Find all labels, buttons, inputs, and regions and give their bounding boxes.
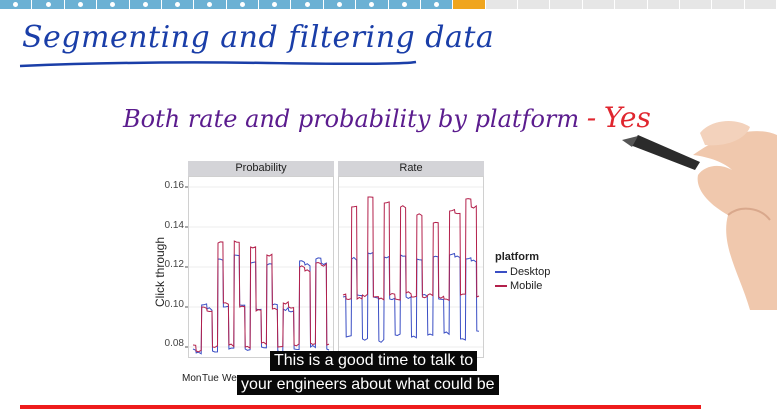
progress-segment[interactable] xyxy=(453,0,485,9)
legend-title: platform xyxy=(495,251,550,263)
progress-segment[interactable] xyxy=(712,0,744,9)
lesson-title: Segmenting and filtering data xyxy=(22,20,494,55)
subtitle-dash: - xyxy=(587,101,596,134)
progress-segment[interactable] xyxy=(0,0,32,9)
progress-segment[interactable] xyxy=(680,0,712,9)
progress-segment[interactable] xyxy=(324,0,356,9)
completed-dot-icon xyxy=(305,2,310,7)
legend-label-mobile: Mobile xyxy=(510,280,542,292)
completed-dot-icon xyxy=(434,2,439,7)
legend-key-mobile xyxy=(495,285,507,287)
completed-dot-icon xyxy=(369,2,374,7)
legend-label-desktop: Desktop xyxy=(510,266,550,278)
video-scrub-played xyxy=(20,405,701,409)
completed-dot-icon xyxy=(207,2,212,7)
legend-item-desktop: Desktop xyxy=(495,265,550,279)
title-underline xyxy=(18,58,418,70)
completed-dot-icon xyxy=(337,2,342,7)
progress-segment[interactable] xyxy=(32,0,64,9)
progress-segment[interactable] xyxy=(518,0,550,9)
completed-dot-icon xyxy=(272,2,277,7)
x-tick-label: We xyxy=(222,373,237,384)
completed-dot-icon xyxy=(13,2,18,7)
subtitle-text: Both rate and probability by platform xyxy=(123,105,579,133)
progress-segment[interactable] xyxy=(194,0,226,9)
y-tick-label: 0.08 xyxy=(154,338,184,349)
completed-dot-icon xyxy=(110,2,115,7)
progress-segment[interactable] xyxy=(615,0,647,9)
progress-segment[interactable] xyxy=(259,0,291,9)
series-line-mobile-rate xyxy=(343,197,479,300)
y-tick-label: 0.16 xyxy=(154,180,184,191)
completed-dot-icon xyxy=(240,2,245,7)
lesson-subtitle: Both rate and probability by platform - … xyxy=(123,101,651,134)
series-line-desktop-rate xyxy=(343,253,479,343)
legend-key-desktop xyxy=(495,271,507,273)
legend-item-mobile: Mobile xyxy=(495,279,550,293)
lesson-progress-strip[interactable] xyxy=(0,0,777,9)
x-tick-label: Tue xyxy=(202,373,219,384)
progress-segment[interactable] xyxy=(65,0,97,9)
progress-segment[interactable] xyxy=(550,0,582,9)
hand-with-pen-image xyxy=(600,95,777,310)
completed-dot-icon xyxy=(402,2,407,7)
progress-segment[interactable] xyxy=(583,0,615,9)
completed-dot-icon xyxy=(143,2,148,7)
progress-segment[interactable] xyxy=(130,0,162,9)
y-axis-title: Click through xyxy=(153,222,167,322)
series-line-mobile-probability xyxy=(193,241,329,352)
progress-segment[interactable] xyxy=(162,0,194,9)
chart-legend: platform Desktop Mobile xyxy=(495,251,550,293)
completed-dot-icon xyxy=(175,2,180,7)
progress-segment[interactable] xyxy=(389,0,421,9)
progress-segment[interactable] xyxy=(97,0,129,9)
video-scrub-bar[interactable] xyxy=(20,405,777,409)
progress-segment[interactable] xyxy=(356,0,388,9)
caption-line-1: This is a good time to talk to xyxy=(270,351,477,371)
caption-line-2: your engineers about what could be xyxy=(237,375,499,395)
completed-dot-icon xyxy=(46,2,51,7)
progress-segment[interactable] xyxy=(745,0,777,9)
x-tick-label: Mon xyxy=(182,373,201,384)
progress-segment[interactable] xyxy=(291,0,323,9)
progress-segment[interactable] xyxy=(421,0,453,9)
progress-segment[interactable] xyxy=(227,0,259,9)
progress-segment[interactable] xyxy=(486,0,518,9)
progress-segment[interactable] xyxy=(648,0,680,9)
completed-dot-icon xyxy=(78,2,83,7)
